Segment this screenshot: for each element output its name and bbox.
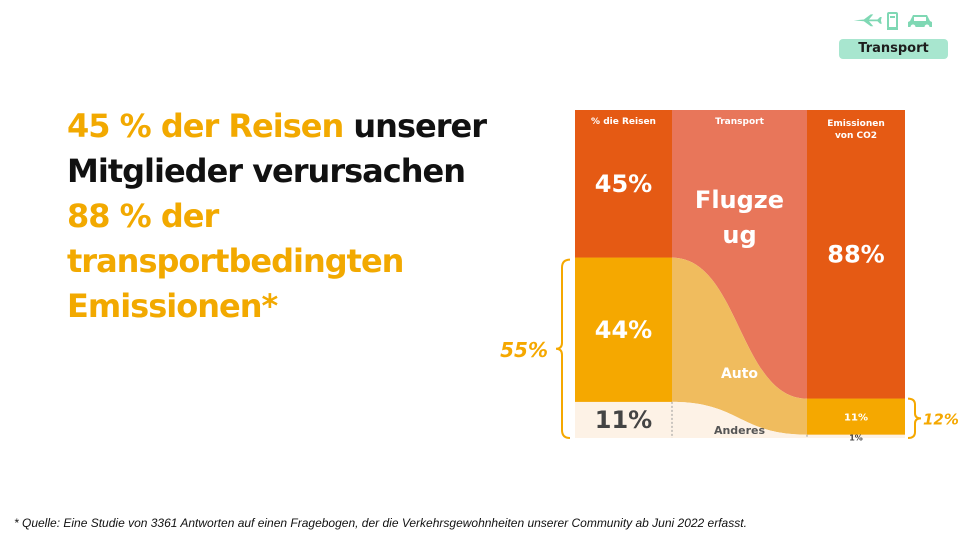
column-header-emissions-line2: von CO2 — [835, 131, 877, 141]
headline: 45 % der Reisen unserer Mitglieder verur… — [67, 104, 487, 329]
bar-emissions-auto — [807, 398, 905, 435]
car-icon — [908, 15, 932, 30]
headline-part-2: unserer Mitglieder verursachen — [67, 107, 487, 190]
headline-part-3: 88 % — [67, 197, 152, 235]
fuel-pump-icon — [887, 12, 898, 30]
bar-trips-auto — [575, 257, 672, 402]
emissions-alluvial-chart: % die Reisen Transport Emissionen von CO2 45… — [500, 110, 959, 442]
category-badge: Transport — [839, 39, 948, 59]
footnote: * Quelle: Eine Studie von 3361 Antworten… — [14, 516, 747, 530]
airplane-icon — [853, 14, 882, 27]
category-label-flugzeug-line2: ug — [722, 221, 756, 249]
headline-part-1: 45 % der Reisen — [67, 107, 344, 145]
label-trips-anderes: 11% — [595, 406, 652, 434]
transport-icons — [853, 12, 932, 30]
bracket-right — [907, 397, 922, 439]
bar-trips-flugzeug — [575, 110, 672, 258]
category-label-auto: Auto — [721, 366, 758, 382]
headline-part-4: der transportbedingten Emissionen* — [67, 197, 404, 325]
label-emissions-auto: 11% — [844, 413, 868, 424]
label-emissions-anderes: 1% — [849, 433, 863, 442]
category-label-flugzeug-line1: Flugze — [695, 186, 784, 214]
bar-trips-anderes — [575, 401, 672, 438]
bracket-left-label: 55% — [500, 338, 548, 362]
label-trips-auto: 44% — [595, 316, 652, 344]
bar-emissions-flugzeug — [807, 110, 905, 399]
bracket-right-label: 12% — [923, 410, 959, 428]
label-emissions-flugzeug: 88% — [827, 240, 884, 268]
bar-emissions-anderes — [807, 434, 905, 438]
bracket-left — [555, 258, 571, 439]
column-header-trips: % die Reisen — [591, 117, 656, 127]
column-header-transport: Transport — [715, 117, 764, 127]
column-header-emissions-line1: Emissionen — [827, 119, 885, 129]
label-trips-flugzeug: 45% — [595, 170, 652, 198]
category-label-anderes: Anderes — [714, 424, 766, 437]
